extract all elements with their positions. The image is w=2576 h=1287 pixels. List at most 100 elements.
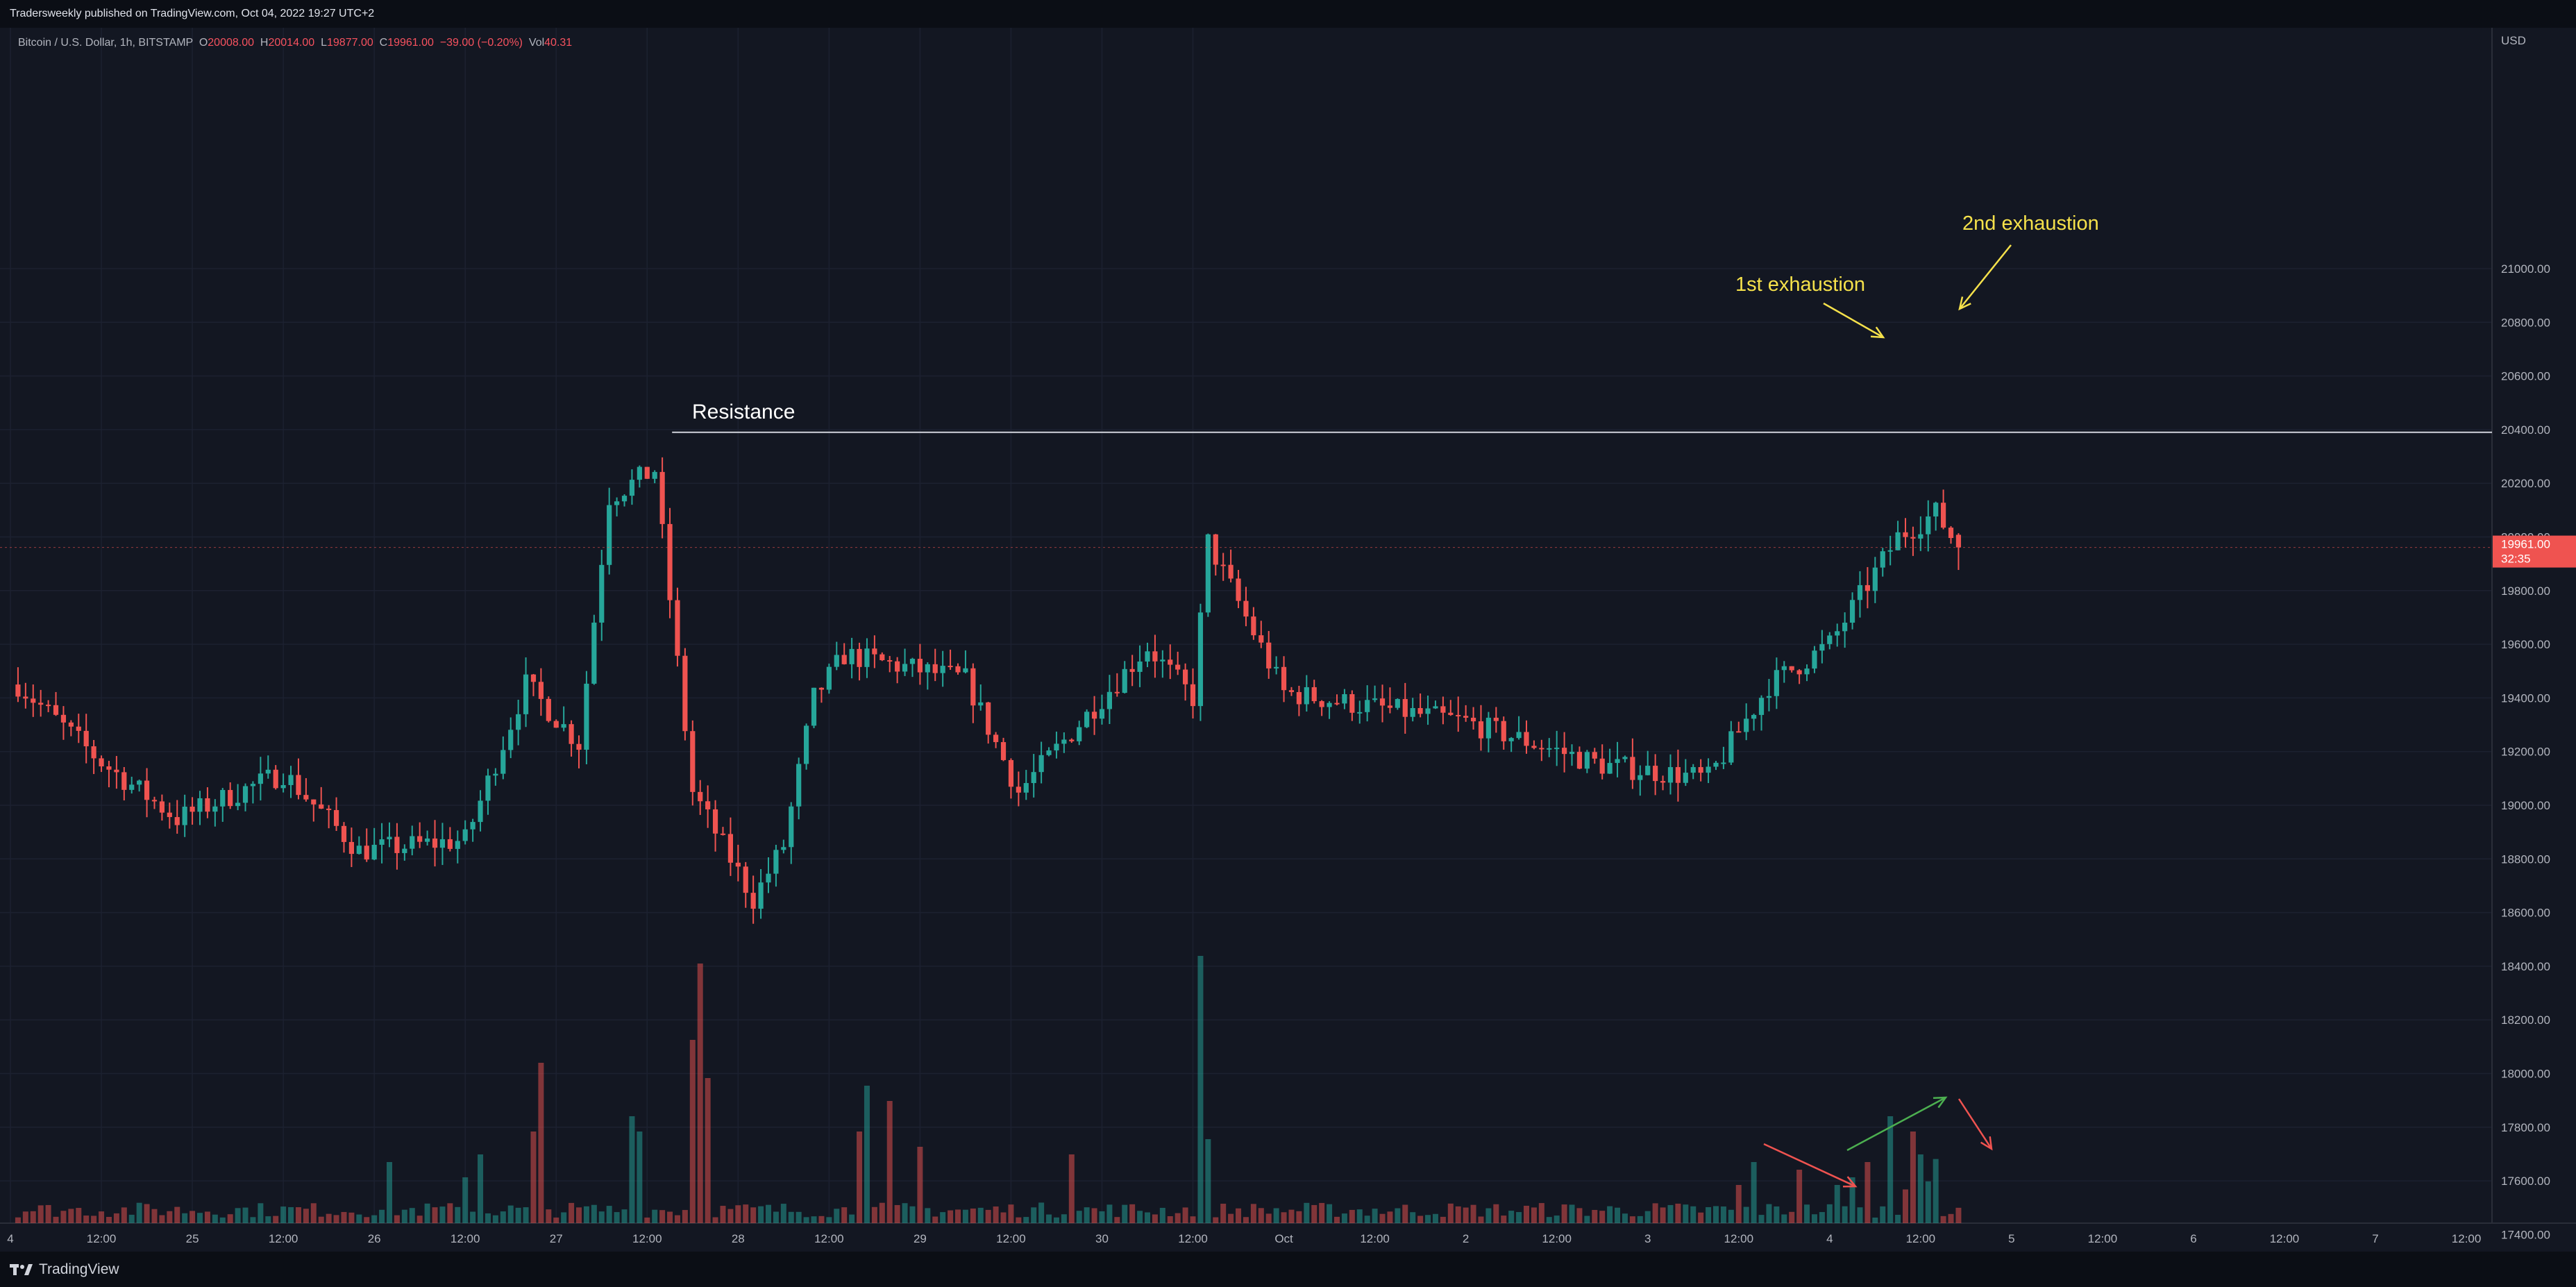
second-exhaustion-label: 2nd exhaustion [1962,212,2099,235]
volume-bar [1228,1213,1234,1223]
candle-body [1493,717,1499,721]
volume-bar [1402,1204,1408,1223]
volume-bar [652,1209,658,1223]
candle-body [1789,666,1794,671]
volume-bar [1114,1217,1120,1223]
volume-bar [515,1207,521,1223]
volume-bar [174,1206,180,1223]
candle-body [1736,731,1742,733]
volume-bar [629,1116,635,1223]
volume-bar [1372,1209,1378,1223]
candle-body [1835,631,1840,636]
candle-body [1349,694,1355,713]
candle-body [1599,758,1605,774]
candle-body [508,730,514,750]
volume-bar [826,1217,832,1223]
candle-body [394,836,400,853]
volume-bar [1569,1204,1575,1223]
candle-body [1781,666,1787,671]
first-exhaustion-label: 1st exhaustion [1735,274,1865,296]
candle-body [447,839,453,849]
volume-bar [394,1215,400,1223]
volume-bar [1758,1215,1765,1223]
candle-body [151,800,158,802]
candle-body [432,838,438,848]
candle-body [478,800,483,823]
time-tick: 4 [7,1232,13,1245]
candle-body [1941,503,1946,528]
candle-body [1766,696,1772,698]
volume-bar [530,1132,537,1223]
volume-bar [348,1212,355,1223]
volume-bar [1053,1217,1059,1223]
candle-body [607,505,612,565]
candle-body [1660,781,1666,783]
price-chart[interactable]: USD 21000.00 20800.00 20600.00 20400.00 20200… [0,28,2576,1252]
volume-bar [1364,1216,1370,1223]
candle-body [68,722,74,727]
candle-body [1137,661,1143,672]
candle-body [1470,717,1476,722]
candle-body [895,661,900,672]
candle-body [1926,516,1931,535]
candle-body [1046,750,1052,755]
volume-bar [955,1209,961,1223]
candle-body [955,666,961,673]
candle-body [1319,701,1324,707]
low-label: L [321,37,327,49]
volume-bar [1819,1212,1825,1223]
candle-body [826,666,832,690]
candle-body [917,659,923,673]
candle-body [546,698,551,721]
volume-decline-arrow [1763,1143,1858,1188]
volume-bar [280,1206,287,1223]
candle-body [1342,694,1347,704]
candle-body [1554,748,1560,750]
symbol-legend: Bitcoin / U.S. Dollar, 1h, BITSTAMP O200… [18,37,572,49]
candle-body [1122,668,1127,693]
candle-body [1683,773,1688,783]
volume-bar [1175,1213,1181,1223]
time-tick: 12:00 [269,1232,298,1245]
volume-bar [159,1215,165,1223]
candle-body [348,841,354,855]
candle-body [932,664,938,673]
price-scale[interactable] [2492,28,2576,1252]
volume-bar [886,1101,893,1223]
candle-body [485,775,491,801]
candle-body [1000,742,1007,760]
candle-body [970,668,976,706]
candle-body [190,807,195,812]
close-label: C [379,37,388,49]
volume-bar [1531,1207,1537,1223]
volume-bar [1106,1204,1113,1223]
volume-bar [1356,1209,1363,1223]
volume-bar [674,1215,680,1223]
time-scale[interactable] [0,1224,2576,1252]
candle-body [1501,721,1506,741]
candle-body [1228,564,1234,579]
volume-bar [91,1216,97,1223]
candle-body [1106,691,1112,709]
open-value: 20008.00 [208,37,255,49]
volume-bar [864,1086,870,1223]
volume-bar [1706,1206,1712,1223]
tradingview-logo[interactable]: TradingView [10,1261,119,1278]
volume-bar [818,1216,825,1223]
candle-body [1667,767,1674,783]
candle-body [629,480,635,496]
time-tick: 30 [1095,1232,1109,1245]
volume-bar [1842,1206,1848,1223]
candle-body [212,806,218,812]
candle-body [1365,700,1370,712]
candle-body [364,846,369,860]
volume-bar [507,1205,514,1223]
volume-bar [894,1204,900,1223]
volume-bar [902,1203,908,1223]
volume-bar [250,1217,256,1223]
volume-bar [523,1207,529,1223]
candle-body [470,822,475,830]
publish-bar: Tradersweekly published on TradingView.c… [0,0,2576,28]
candle-body [902,664,908,672]
tradingview-brand: TradingView [39,1261,119,1277]
